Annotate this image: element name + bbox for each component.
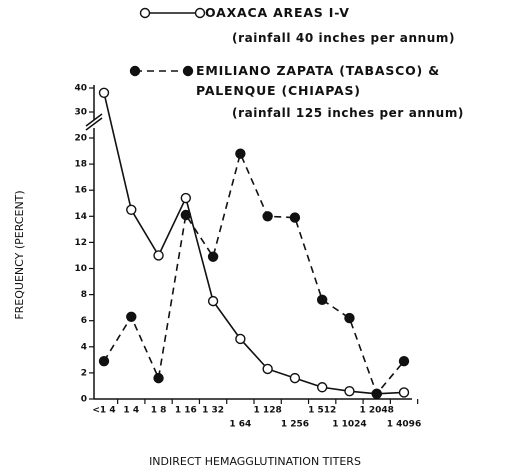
y-tick-label: 0 [81, 395, 87, 405]
legend-marker [139, 7, 151, 19]
data-point [207, 295, 219, 307]
x-tick-label: 1 2048 [360, 406, 394, 416]
y-tick-label: 6 [81, 316, 87, 326]
legend-label: EMILIANO ZAPATA (TABASCO) & PALENQUE (CH… [196, 63, 440, 98]
y-tick-label: 8 [81, 290, 87, 300]
x-axis-label: INDIRECT HEMAGGLUTINATION TITERS [149, 455, 361, 468]
data-point [235, 333, 246, 345]
x-tick-label: 1 4096 [387, 420, 421, 430]
x-tick-label: 1 64 [229, 420, 251, 430]
legend-marker [182, 65, 194, 77]
data-point [289, 212, 301, 223]
data-point [126, 311, 137, 322]
legend-marker [129, 65, 141, 77]
x-tick-label: 1 16 [175, 406, 197, 416]
data-point [98, 355, 110, 367]
data-point [344, 385, 355, 397]
legend-note: (rainfall 125 inches per annum) [232, 106, 465, 120]
data-point [180, 192, 192, 204]
x-tick-label: 1 4 [123, 406, 139, 416]
data-point [398, 355, 410, 367]
data-point [235, 148, 246, 159]
y-tick-label: 30 [74, 108, 87, 118]
data-point [398, 387, 410, 398]
y-tick-label: 10 [74, 264, 87, 274]
data-point [344, 312, 355, 324]
x-tick-label: 1 128 [254, 406, 282, 416]
legend-marker [194, 7, 206, 19]
data-point [126, 204, 137, 215]
series-line [103, 92, 405, 395]
y-tick-label: 16 [74, 186, 87, 196]
data-point [316, 294, 328, 306]
y-axis-label: FREQUENCY (PERCENT) [13, 190, 26, 319]
data-point [98, 87, 110, 99]
x-tick-label: 1 8 [151, 406, 167, 416]
x-tick-label: 1 512 [308, 406, 336, 416]
axis-break [85, 113, 103, 127]
data-point [289, 372, 301, 384]
y-tick-label: 2 [81, 368, 87, 378]
series-line [103, 151, 405, 396]
x-tick-label: <1 4 [92, 406, 115, 416]
y-tick-label: 40 [74, 84, 87, 94]
legend-label: OAXACA AREAS I-V [205, 5, 350, 20]
data-point [180, 209, 192, 221]
axis-break [85, 117, 103, 131]
y-tick-label: 20 [74, 134, 87, 144]
data-point [153, 372, 164, 384]
y-tick-label: 4 [81, 342, 87, 352]
x-tick-label: 1 256 [281, 420, 309, 430]
legend-note: (rainfall 40 inches per annum) [232, 31, 456, 45]
data-point [316, 382, 328, 393]
data-point [207, 251, 219, 262]
data-point [262, 363, 273, 375]
data-point [153, 250, 164, 261]
data-point [371, 388, 382, 399]
y-tick-label: 14 [74, 212, 87, 222]
x-tick-label: 1 32 [202, 406, 224, 416]
data-point [262, 211, 273, 222]
y-tick-label: 18 [74, 160, 87, 170]
y-tick-label: 12 [74, 238, 87, 248]
x-tick-label: 1 1024 [332, 420, 366, 430]
